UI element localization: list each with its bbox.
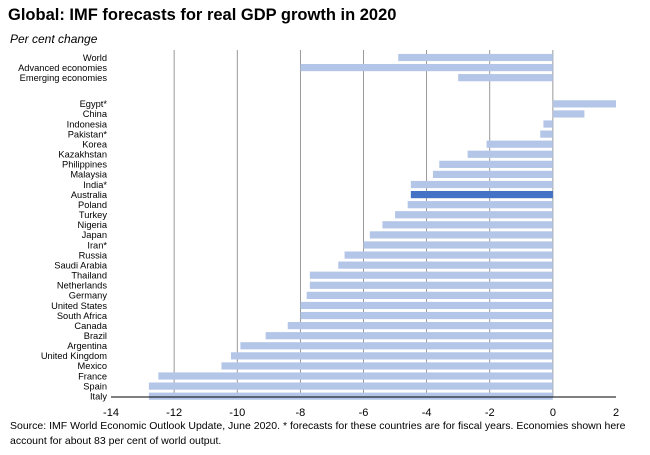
category-label: Netherlands xyxy=(57,281,107,291)
chart-subtitle: Per cent change xyxy=(10,32,98,46)
x-tick-label: -6 xyxy=(359,407,369,419)
bar-mexico xyxy=(221,362,553,370)
category-label: Italy xyxy=(90,391,107,401)
category-label: Kazakhstan xyxy=(58,150,107,160)
category-label: Thailand xyxy=(71,271,107,281)
bar-spain xyxy=(148,382,553,390)
category-label: Canada xyxy=(74,321,107,331)
bar-korea xyxy=(486,140,553,148)
bar-indonesia xyxy=(543,120,553,128)
bar-germany xyxy=(306,291,553,299)
bar-world xyxy=(398,53,553,62)
x-tick-label: -2 xyxy=(485,407,495,419)
bar-brazil xyxy=(265,332,553,340)
x-tick-label: 2 xyxy=(613,407,619,419)
category-label: Mexico xyxy=(78,361,107,371)
x-tick-label: -14 xyxy=(103,407,119,419)
category-label: Advanced economies xyxy=(18,63,107,73)
chart-title: Global: IMF forecasts for real GDP growt… xyxy=(8,6,397,24)
bar-india xyxy=(410,180,553,189)
bar-egypt xyxy=(552,100,616,108)
category-label: Saudi Arabia xyxy=(54,260,108,270)
bar-france xyxy=(158,372,553,380)
category-label: Indonesia xyxy=(67,119,108,129)
category-label: Iran* xyxy=(87,240,107,250)
bar-pakistan xyxy=(540,130,553,138)
bar-iran xyxy=(363,241,553,249)
category-label: Poland xyxy=(78,200,107,210)
category-label: Korea xyxy=(82,139,108,149)
bar-turkey xyxy=(395,211,553,219)
category-label: Australia xyxy=(71,190,108,200)
bar-south-africa xyxy=(300,311,553,320)
category-label: India* xyxy=(83,180,107,190)
bar-canada xyxy=(287,322,553,330)
bar-china xyxy=(552,110,585,118)
x-tick-label: 0 xyxy=(550,407,556,419)
category-label: Spain xyxy=(83,381,107,391)
bar-united-kingdom xyxy=(230,352,553,360)
category-label: World xyxy=(83,53,107,63)
category-label: Argentina xyxy=(67,341,108,351)
bar-united-states xyxy=(300,301,553,310)
bar-philippines xyxy=(439,160,553,168)
category-label: Russia xyxy=(79,250,108,260)
category-label: Malaysia xyxy=(70,170,108,180)
bar-kazakhstan xyxy=(467,150,553,158)
category-label: Nigeria xyxy=(78,220,108,230)
category-label: Philippines xyxy=(62,160,107,170)
category-label: China xyxy=(83,109,108,119)
bar-advanced-economies xyxy=(300,63,553,72)
bar-poland xyxy=(407,201,553,209)
x-tick-label: -10 xyxy=(229,407,245,419)
source-note: Source: IMF World Economic Outlook Updat… xyxy=(10,420,626,447)
category-label: Emerging economies xyxy=(20,73,108,83)
category-label: Egypt* xyxy=(80,99,108,109)
category-label: South Africa xyxy=(57,311,108,321)
bar-netherlands xyxy=(309,281,553,289)
bar-italy xyxy=(148,392,553,400)
category-label: United Kingdom xyxy=(41,351,107,361)
category-label: United States xyxy=(51,301,107,311)
bar-thailand xyxy=(309,271,553,279)
bar-nigeria xyxy=(382,221,553,229)
category-label: Pakistan* xyxy=(68,129,108,139)
bar-saudi-arabia xyxy=(338,261,553,269)
category-label: Turkey xyxy=(79,210,107,220)
x-tick-label: -4 xyxy=(422,407,432,419)
bar-australia xyxy=(410,190,553,199)
x-tick-label: -8 xyxy=(295,407,305,419)
bars xyxy=(148,53,616,400)
bar-russia xyxy=(344,251,553,259)
category-label: Germany xyxy=(69,291,108,301)
category-label: Brazil xyxy=(84,331,107,341)
bar-argentina xyxy=(240,342,553,350)
bar-malaysia xyxy=(432,170,553,179)
category-label: Japan xyxy=(82,230,107,240)
x-tick-labels: -14 -12 -10 -8 -6 -4 -2 0 2 xyxy=(103,407,619,419)
x-tick-label: -12 xyxy=(166,407,182,419)
category-label: France xyxy=(78,371,107,381)
bar-japan xyxy=(369,231,553,239)
bar-emerging-economies xyxy=(458,74,553,82)
